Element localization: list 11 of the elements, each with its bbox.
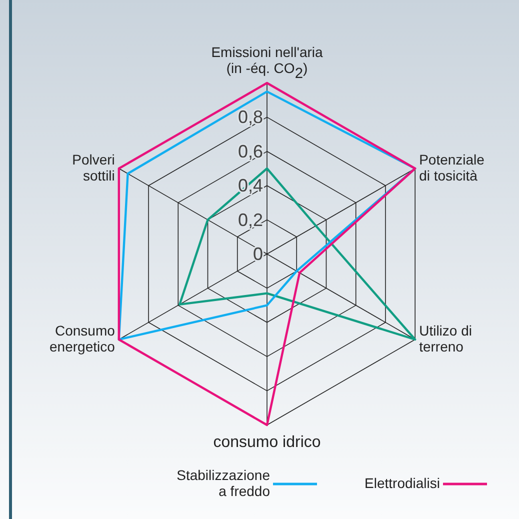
y-tick-label: 0 [252, 244, 263, 264]
spoke-label: Utilizo di terreno [419, 322, 472, 354]
y-tick-label: 0,6 [238, 141, 263, 162]
spoke-label: Potenziale di tosicità [419, 152, 485, 184]
spoke-label: Consumo energetico [50, 322, 116, 354]
y-tick-label: 0,8 [238, 107, 263, 128]
legend-label: Elettrodialisi [364, 475, 440, 491]
y-tick-label: 0,2 [238, 210, 263, 230]
spoke-label: Polveri sottili [72, 152, 115, 184]
legend-label: Stabilizzazione a freddo [176, 467, 270, 499]
spoke-label: consumo idrico [213, 434, 321, 451]
